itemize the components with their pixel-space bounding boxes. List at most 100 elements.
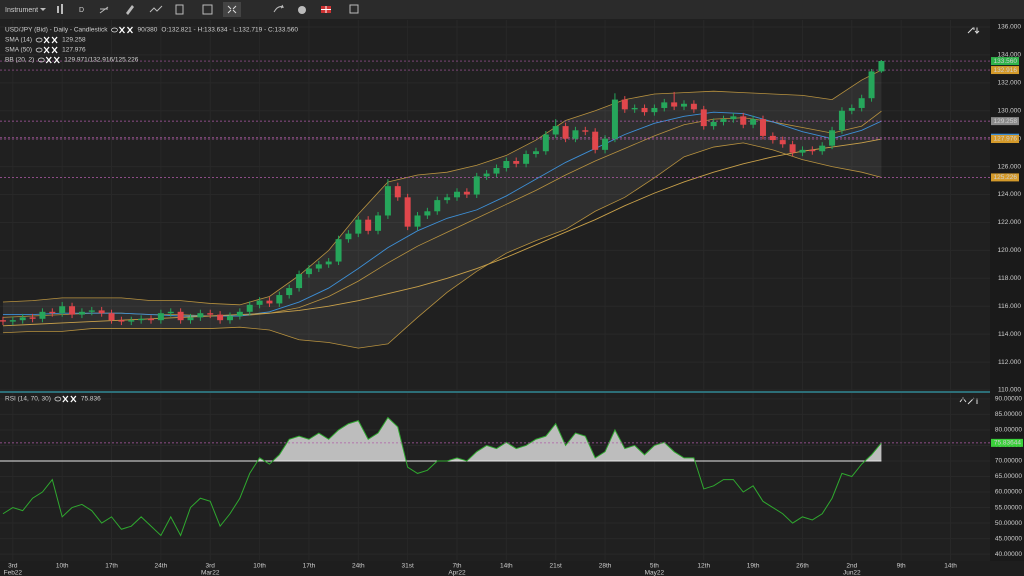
candle-body <box>236 311 243 316</box>
candle-body <box>148 318 155 321</box>
settings-icon[interactable] <box>43 46 50 54</box>
pane-divider <box>0 391 1024 393</box>
visibility-icon[interactable] <box>111 27 118 33</box>
x-tick-label: 2nd <box>846 563 857 570</box>
toolbar-bg <box>0 0 1024 19</box>
candle-body <box>463 191 470 195</box>
legend-text: RSI (14, 70, 30) <box>5 396 51 403</box>
candle-body <box>523 154 530 164</box>
candle-body <box>690 103 697 110</box>
x-tick-label: 5th <box>650 563 659 570</box>
price-label: 132.916 <box>994 67 1018 74</box>
legend-text: SMA (14) <box>5 37 32 44</box>
fit-icon[interactable] <box>227 5 237 14</box>
candle-body <box>789 144 796 153</box>
active-tool-bg[interactable] <box>223 2 241 17</box>
candle-body <box>848 107 855 111</box>
candle-body <box>710 121 717 127</box>
candle-body <box>444 197 451 201</box>
candle-body <box>493 168 500 174</box>
candle-body <box>108 313 115 321</box>
y-tick-label: 110.000 <box>998 387 1021 394</box>
settings-icon[interactable] <box>45 56 52 64</box>
theme-icon[interactable] <box>298 6 306 14</box>
visibility-icon[interactable] <box>37 57 45 63</box>
candle-body <box>296 274 303 289</box>
candle-body <box>730 116 737 120</box>
remove-icon[interactable] <box>51 36 58 44</box>
candle-body <box>582 130 589 132</box>
y-tick-label: 50.00000 <box>995 520 1022 527</box>
remove-icon[interactable] <box>51 46 58 54</box>
legend-text: BB (20, 2) <box>5 57 34 64</box>
x-tick-label: 14th <box>944 563 957 570</box>
legend-text: USD/JPY (Bid) - Daily - Candlestick <box>5 27 108 34</box>
x-tick-label: 12th <box>697 563 710 570</box>
visibility-icon[interactable] <box>35 37 43 43</box>
layout-icon[interactable] <box>202 4 213 15</box>
price-label-bg <box>991 117 1019 126</box>
y-tick-label: 134.000 <box>998 52 1022 59</box>
remove-icon[interactable] <box>70 395 77 403</box>
timeframe-button[interactable]: D <box>79 7 84 14</box>
pencil-icon[interactable] <box>126 5 134 15</box>
candle-body <box>513 161 520 164</box>
current-label: 75.83644 <box>994 440 1021 447</box>
settings-icon[interactable] <box>43 36 50 44</box>
x-tick-label: 7th <box>452 563 461 570</box>
y-tick-label: 55.00000 <box>995 504 1022 511</box>
y-tick-label: 80.00000 <box>995 427 1022 434</box>
draw-tool-icon[interactable] <box>99 6 109 14</box>
candle-body <box>621 99 628 110</box>
indicator-icon[interactable] <box>149 5 163 13</box>
instrument-button[interactable]: Instrument <box>5 7 38 14</box>
legend-text: 75.836 <box>81 396 101 403</box>
candle-body <box>611 99 618 139</box>
candle-body <box>345 233 352 240</box>
remove-icon[interactable] <box>53 56 60 64</box>
trash-icon[interactable] <box>175 4 184 15</box>
dropdown-arrow[interactable] <box>40 8 46 11</box>
chart-type-icon[interactable] <box>61 4 63 14</box>
candle-body <box>700 109 707 127</box>
y-tick-label: 126.000 <box>998 163 1022 170</box>
visibility-icon[interactable] <box>35 47 43 53</box>
x-tick-label: 3rd <box>8 563 18 570</box>
candle-body <box>59 306 66 314</box>
x-tick-sublabel: Apr22 <box>448 570 466 576</box>
y-tick-label: 90.00000 <box>995 396 1022 403</box>
candle-body <box>740 116 747 125</box>
window-icon[interactable] <box>349 4 359 14</box>
y-tick-label: 70.00000 <box>995 458 1022 465</box>
candle-body <box>552 126 559 135</box>
chart-type-icon[interactable] <box>57 6 59 13</box>
settings-icon[interactable] <box>62 395 69 403</box>
candle-body <box>305 268 312 275</box>
share-icon[interactable] <box>273 4 285 13</box>
price-label: 133.560 <box>994 58 1018 65</box>
x-tick-label: 10th <box>253 563 266 570</box>
candle-body <box>542 134 549 152</box>
y-tick-label: 122.000 <box>998 219 1022 226</box>
y-tick-label: 40.00000 <box>995 551 1022 558</box>
candle-body <box>532 151 539 155</box>
candle-body <box>157 313 164 321</box>
candle-body <box>325 261 332 265</box>
price-label-bg <box>991 135 1019 144</box>
visibility-icon[interactable] <box>54 396 62 402</box>
remove-icon[interactable] <box>126 26 133 34</box>
settings-icon[interactable] <box>118 26 125 34</box>
y-tick-label: 60.00000 <box>995 489 1022 496</box>
candle-body <box>404 197 411 227</box>
candle-body <box>858 98 865 108</box>
candle-body <box>661 102 668 108</box>
candle-body <box>78 311 85 315</box>
language-flag-cross[interactable] <box>321 6 331 13</box>
candle-body <box>9 320 16 322</box>
candle-body <box>19 317 26 321</box>
overbought-fill <box>2 417 882 461</box>
toolbar: Instrument D <box>0 0 1024 19</box>
x-tick-sublabel: Feb22 <box>4 570 23 576</box>
candle-body <box>187 317 194 321</box>
